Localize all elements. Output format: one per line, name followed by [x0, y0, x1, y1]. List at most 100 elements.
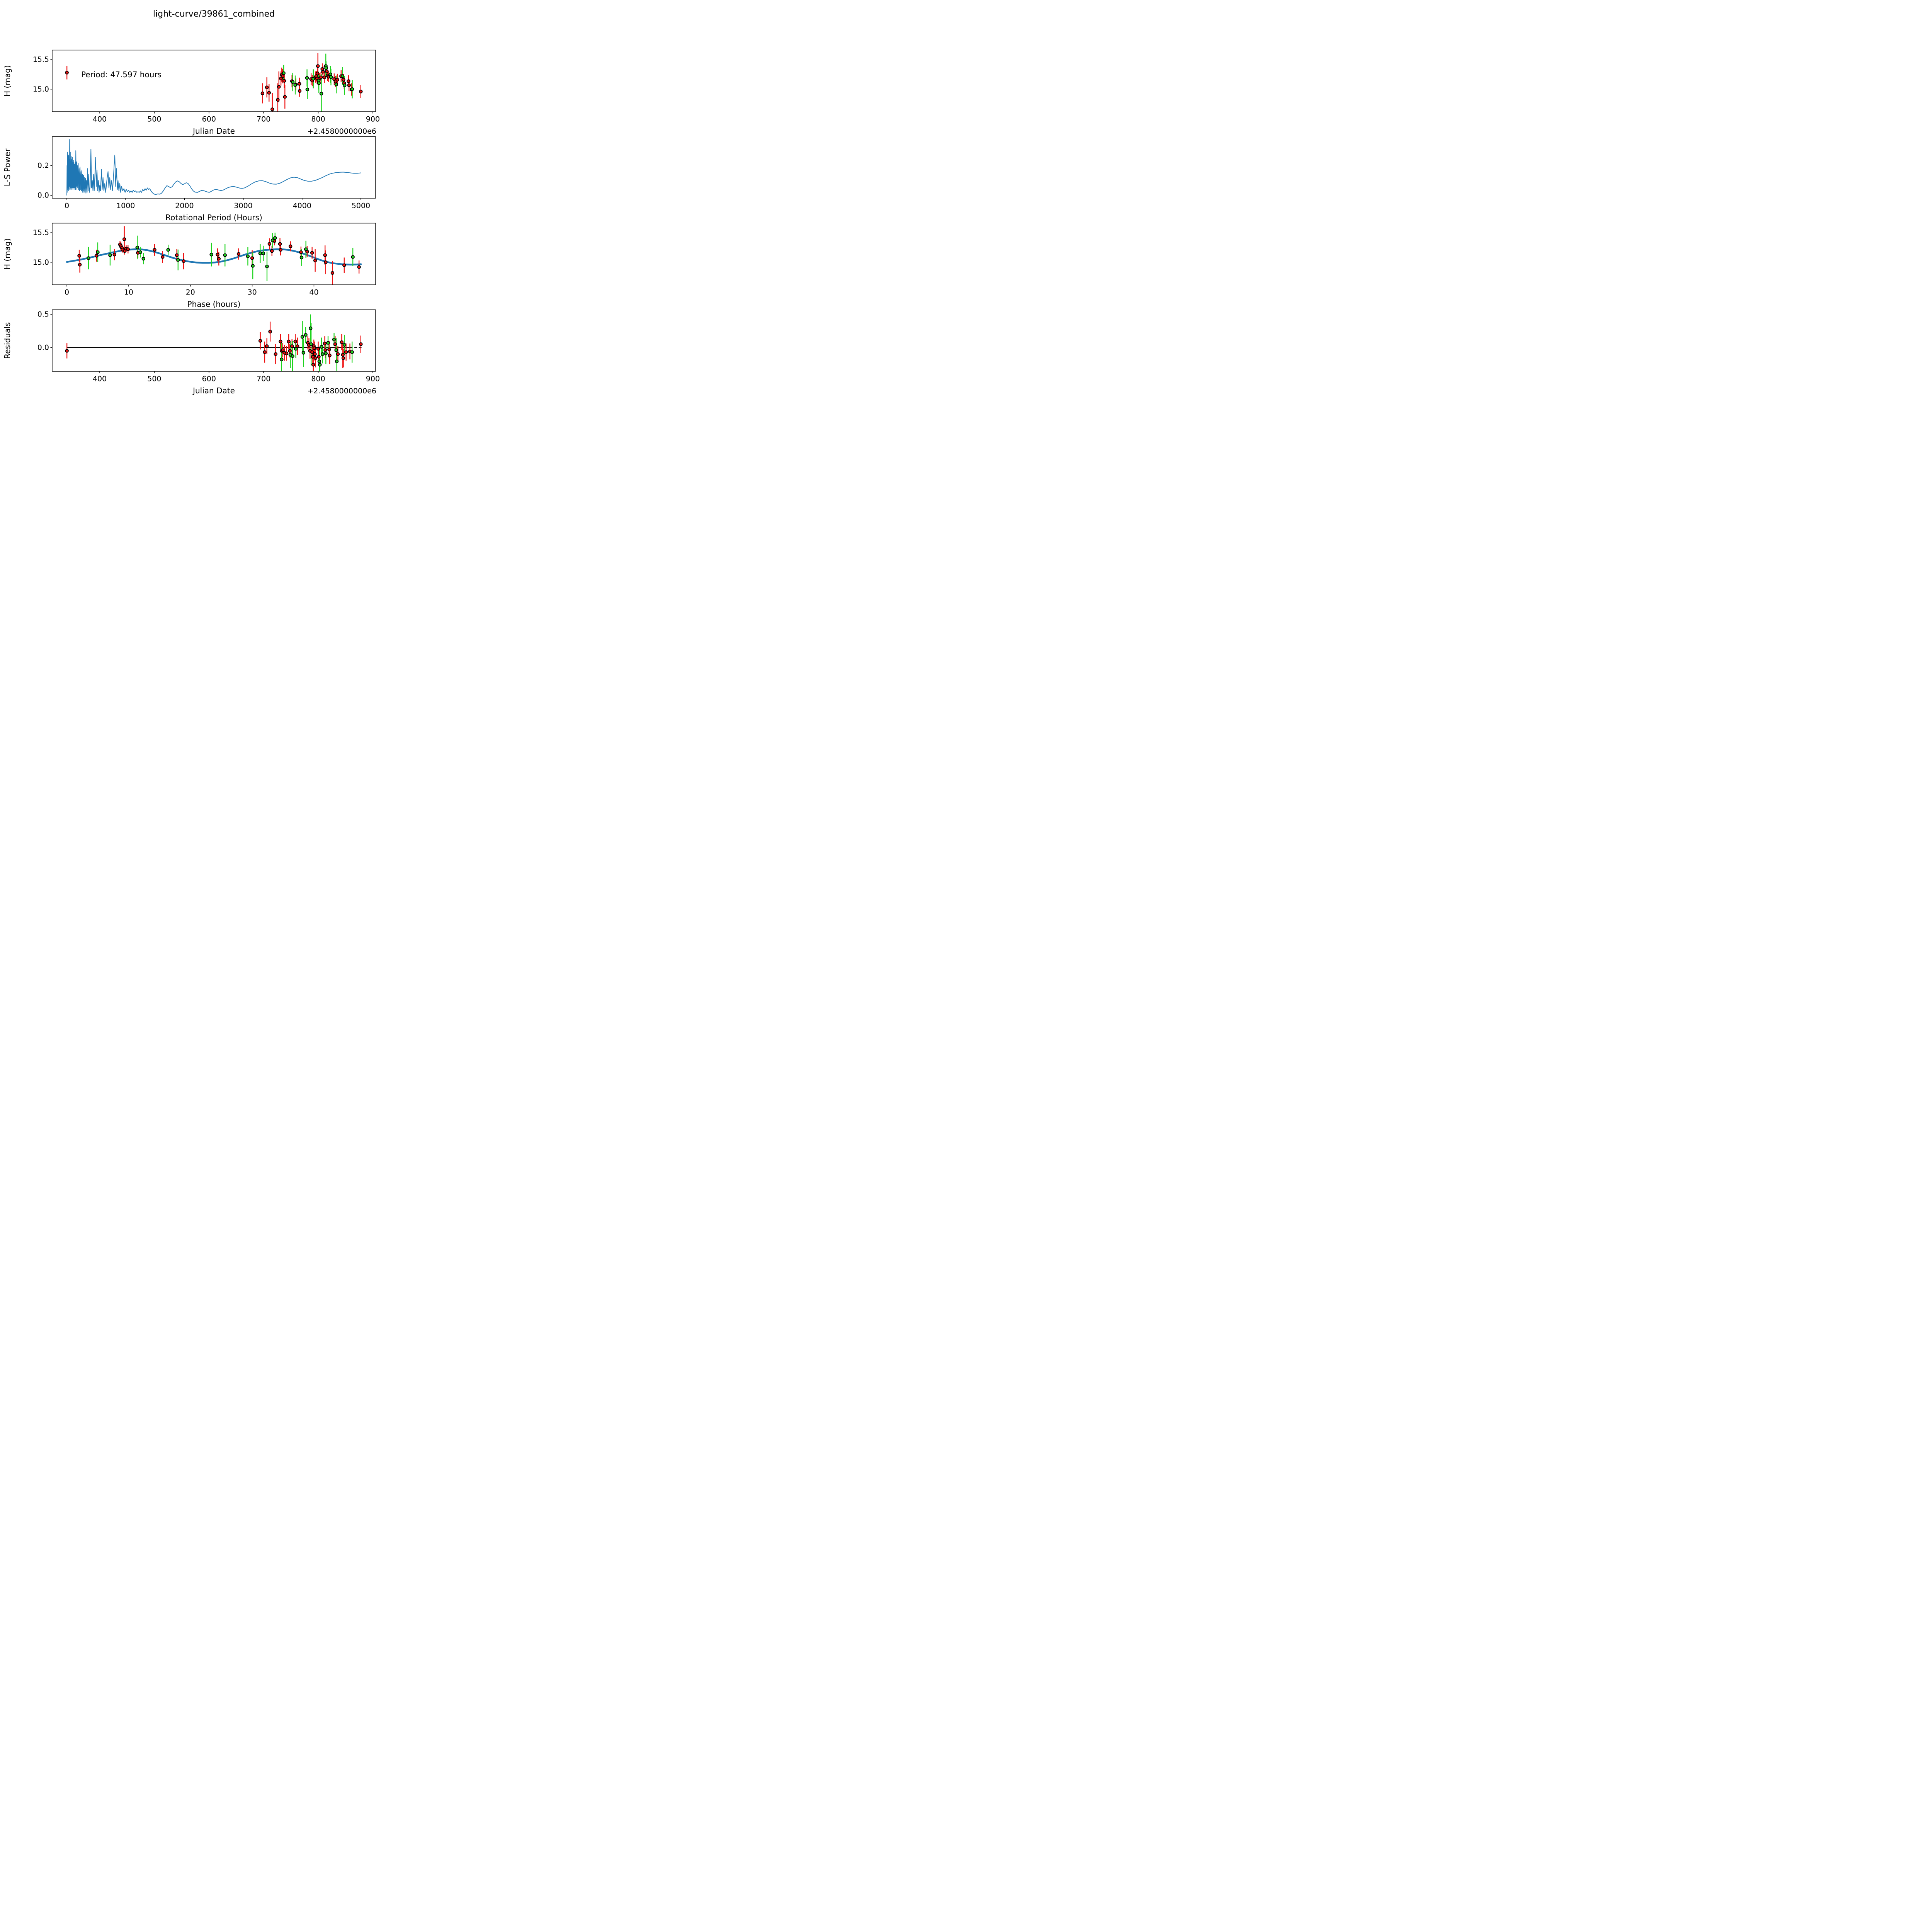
red-data-point [270, 249, 274, 253]
y-tick-label: 0.0 [37, 343, 49, 352]
red-data-point [325, 70, 329, 73]
green-data-point [135, 245, 139, 250]
green-data-point [332, 337, 336, 342]
green-data-point [329, 75, 333, 79]
red-data-point [323, 342, 327, 345]
periodogram-axes-frame [52, 136, 376, 199]
residuals-y-axis-label: Residuals [3, 322, 12, 359]
periodogram-curve [66, 139, 361, 196]
x-tick-label: 900 [366, 375, 380, 383]
x-tick-label: 600 [202, 115, 216, 124]
green-data-point [343, 83, 347, 87]
y-tick-label: 0.5 [37, 310, 49, 319]
red-data-point [323, 253, 327, 257]
green-data-point [270, 238, 275, 242]
green-data-point [350, 350, 354, 354]
red-data-point [274, 352, 278, 356]
phased_lightcurve-x-axis-label: Phase (hours) [187, 299, 241, 309]
red-data-point [268, 330, 272, 333]
residuals-x-offset-text: +2.4580000000e6 [307, 387, 376, 395]
red-data-point [359, 90, 363, 94]
red-data-point [175, 253, 179, 257]
x-tick-label: 2000 [175, 202, 194, 210]
red-data-point [298, 89, 302, 93]
red-data-point [299, 250, 303, 254]
x-tick-label: 3000 [234, 202, 252, 210]
red-data-point [342, 263, 346, 267]
red-data-point [312, 346, 316, 350]
red-data-point [310, 251, 314, 255]
panel-residuals: 400 500 600 700 800 900 0.5 0.0 Julian Date +2.45… [3, 309, 380, 395]
red-data-point [65, 71, 69, 75]
period-annotation: Period: 47.597 hours [81, 70, 162, 79]
x-tick-label: 700 [257, 375, 270, 383]
periodogram-data-layer [66, 139, 361, 196]
red-data-point [216, 253, 219, 257]
y-tick-label: 15.5 [33, 55, 49, 64]
red-data-point [279, 340, 282, 344]
jd_lightcurve-x-axis-label: Julian Date [192, 126, 235, 136]
green-data-point [317, 359, 321, 364]
green-data-point [280, 357, 284, 361]
red-data-point [341, 356, 345, 360]
green-data-point [320, 345, 323, 349]
red-data-point [267, 91, 271, 95]
x-tick-label: 900 [366, 115, 380, 124]
red-data-point [298, 82, 301, 86]
residuals-data-layer [65, 314, 363, 371]
red-data-point [77, 254, 81, 258]
jd_lightcurve-axes-frame [52, 49, 376, 112]
residuals-x-axis-label: Julian Date [192, 386, 235, 395]
green-data-point [319, 92, 323, 96]
red-data-point [153, 248, 156, 252]
red-data-point [278, 242, 282, 246]
green-data-point [223, 253, 227, 257]
green-data-point [251, 264, 255, 268]
red-data-point [265, 344, 269, 348]
green-data-point [305, 87, 310, 92]
green-data-point [334, 82, 338, 87]
red-data-point [313, 352, 317, 356]
red-data-point [260, 91, 265, 95]
red-data-point [112, 253, 116, 257]
red-data-point [122, 237, 126, 241]
green-data-point [309, 342, 313, 346]
red-data-point [258, 339, 262, 343]
green-data-point [311, 77, 315, 81]
green-data-point [340, 74, 345, 78]
red-data-point [270, 107, 274, 111]
green-data-point [334, 348, 338, 352]
red-data-point [281, 74, 285, 78]
green-data-point [258, 252, 262, 255]
panel-periodogram: 0 1000 2000 3000 4000 5000 0.2 0.0 Rotational Pe… [3, 136, 376, 222]
red-data-point [347, 83, 351, 87]
red-data-point [296, 344, 299, 348]
x-tick-label: 800 [311, 375, 325, 383]
x-tick-label: 500 [147, 115, 161, 124]
red-data-point [316, 64, 320, 68]
red-data-point [277, 85, 281, 89]
x-tick-label: 0 [65, 288, 69, 297]
red-data-point [333, 342, 337, 346]
x-tick-label: 4000 [293, 202, 311, 210]
x-tick-label: 40 [309, 288, 318, 297]
red-data-point [282, 79, 286, 83]
red-data-point [335, 78, 339, 82]
x-tick-label: 0 [65, 202, 69, 210]
phased_lightcurve-axes-frame [52, 223, 376, 285]
periodogram-x-axis-label: Rotational Period (Hours) [165, 213, 262, 222]
x-tick-label: 400 [93, 115, 107, 124]
panel-jd_lightcurve: 400 500 600 700 800 900 15.5 15.0 Julian Date +2.… [3, 49, 380, 136]
jd_lightcurve-y-axis-label: H (mag) [3, 65, 12, 97]
sinusoid-fit-curve [66, 248, 362, 266]
chart-title: light-curve/39861_combined [153, 9, 275, 19]
green-data-point [282, 71, 286, 75]
green-data-point [309, 326, 313, 330]
red-data-point [263, 350, 267, 354]
red-data-point [281, 348, 285, 352]
red-data-point [290, 344, 294, 348]
green-data-point [261, 252, 265, 255]
x-tick-label: 1000 [116, 202, 135, 210]
light-curve-figure: light-curve/39861_combined 400 500 600 700 8… [0, 0, 417, 417]
green-data-point [265, 264, 269, 269]
